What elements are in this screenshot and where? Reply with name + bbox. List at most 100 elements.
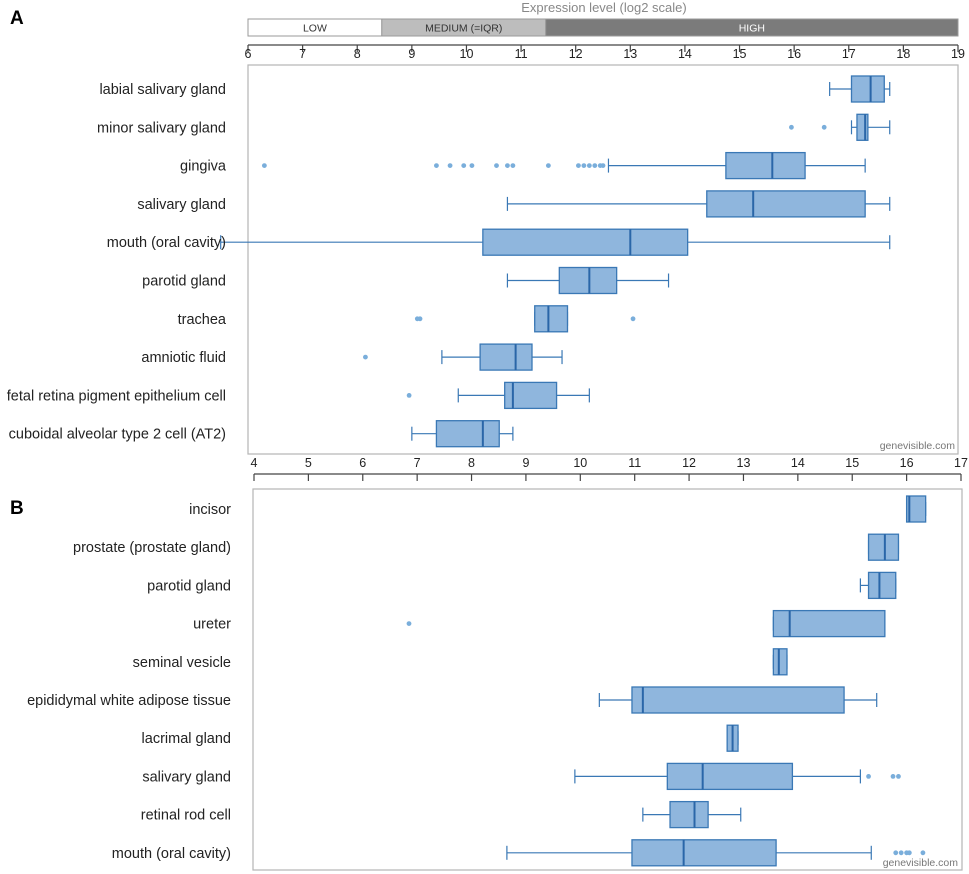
panel-a: A Expression level (log2 scale) LOW MEDIU… xyxy=(7,0,965,455)
x-tick-label: 6 xyxy=(359,456,366,470)
x-tick-label: 6 xyxy=(245,47,252,61)
outlier-point xyxy=(890,774,896,779)
outlier-point xyxy=(920,850,926,856)
outlier-point xyxy=(505,163,510,169)
x-tick-label: 4 xyxy=(251,456,258,470)
x-tick-label: 11 xyxy=(628,456,641,470)
panel-a-x-axis: 6 7 8 9 10 11 12 13 14 15 16 17 18 19 xyxy=(245,44,965,61)
category-label: fetal retina pigment epithelium cell xyxy=(7,388,226,404)
iqr-box xyxy=(558,266,618,295)
box-ureter xyxy=(406,609,886,638)
x-tick-label: 17 xyxy=(954,456,968,470)
box-mouth-oral-cavity xyxy=(220,228,891,256)
panel-b-plot-frame xyxy=(252,488,963,871)
x-tick-label: 13 xyxy=(737,456,751,470)
outlier-point xyxy=(893,850,899,856)
level-label: LOW xyxy=(303,23,327,35)
panel-b-x-axis: 4 5 6 7 8 9 10 11 12 13 14 15 16 17 xyxy=(251,456,968,481)
panel-a-watermark: genevisible.com xyxy=(880,440,956,452)
level-label: HIGH xyxy=(739,23,765,35)
panel-b: B 4 5 6 7 8 9 10 11 12 13 14 15 16 17 incisor prostate… xyxy=(10,456,968,871)
x-tick-label: 9 xyxy=(522,456,529,470)
box-labial-salivary-gland xyxy=(829,75,891,103)
outlier-point xyxy=(630,316,636,322)
panel-b-watermark: genevisible.com xyxy=(883,857,959,869)
outlier-point xyxy=(406,621,412,626)
box-salivary-gland xyxy=(574,762,901,791)
box-minor-salivary-gland xyxy=(789,113,891,141)
outlier-point xyxy=(821,124,827,130)
category-label: labial salivary gland xyxy=(99,82,226,98)
x-tick-label: 13 xyxy=(623,47,637,61)
box-prostate-prostate-gland xyxy=(867,533,900,561)
iqr-box xyxy=(631,839,777,867)
outlier-point xyxy=(896,774,901,779)
box-gingiva xyxy=(261,151,866,180)
iqr-box xyxy=(706,190,866,218)
iqr-box xyxy=(850,75,885,103)
x-tick-label: 10 xyxy=(460,47,474,61)
category-label: seminal vesicle xyxy=(133,655,231,671)
outlier-point xyxy=(261,163,267,169)
panel-b-letter: B xyxy=(10,498,24,519)
box-epididymal-white-adipose-tissue xyxy=(598,686,878,714)
x-tick-label: 18 xyxy=(896,47,910,61)
category-label: prostate (prostate gland) xyxy=(73,540,231,556)
x-tick-label: 8 xyxy=(354,47,361,61)
x-tick-label: 17 xyxy=(842,47,856,61)
category-label: salivary gland xyxy=(142,769,231,785)
x-tick-label: 5 xyxy=(305,456,312,470)
x-tick-label: 12 xyxy=(569,47,583,61)
x-tick-label: 19 xyxy=(951,47,965,61)
category-label: mouth (oral cavity) xyxy=(107,235,226,251)
iqr-box xyxy=(435,420,500,448)
panel-a-category-labels: labial salivary gland minor salivary glan… xyxy=(7,82,227,443)
iqr-box xyxy=(669,800,709,829)
category-label: cuboidal alveolar type 2 cell (AT2) xyxy=(9,427,226,443)
category-label: parotid gland xyxy=(142,274,226,290)
outlier-point xyxy=(417,316,423,322)
category-label: minor salivary gland xyxy=(97,120,226,136)
category-label: epididymal white adipose tissue xyxy=(27,693,231,709)
outlier-point xyxy=(906,850,912,856)
x-tick-label: 8 xyxy=(468,456,475,470)
axis-title: Expression level (log2 scale) xyxy=(521,0,686,15)
category-label: salivary gland xyxy=(137,197,226,213)
panel-a-letter: A xyxy=(10,8,24,29)
outlier-point xyxy=(545,163,551,169)
outlier-point xyxy=(576,163,581,169)
box-parotid-gland xyxy=(859,571,897,600)
outlier-point xyxy=(461,163,467,169)
box-fetal-retina-pigment-epithelium-cell xyxy=(406,381,590,410)
box-mouth-oral-cavity xyxy=(506,839,926,867)
outlier-point xyxy=(581,163,587,169)
category-label: ureter xyxy=(193,617,231,633)
box-incisor xyxy=(905,495,927,523)
category-label: lacrimal gland xyxy=(142,731,231,747)
x-tick-label: 11 xyxy=(515,47,528,61)
level-label: MEDIUM (=IQR) xyxy=(425,23,502,35)
outlier-point xyxy=(494,163,499,169)
x-tick-label: 14 xyxy=(791,456,805,470)
iqr-box xyxy=(631,686,845,714)
category-label: mouth (oral cavity) xyxy=(112,846,231,862)
iqr-box xyxy=(479,343,533,371)
x-tick-label: 9 xyxy=(408,47,415,61)
outlier-point xyxy=(600,163,606,169)
x-tick-label: 15 xyxy=(733,47,747,61)
iqr-box xyxy=(772,609,886,638)
box-cuboidal-alveolar-type-2-cell-at2 xyxy=(411,420,514,448)
x-tick-label: 12 xyxy=(682,456,696,470)
outlier-point xyxy=(592,163,598,169)
outlier-point xyxy=(434,163,439,169)
x-tick-label: 16 xyxy=(900,456,914,470)
box-seminal-vesicle xyxy=(772,648,788,676)
category-label: parotid gland xyxy=(147,578,231,594)
outlier-point xyxy=(789,124,794,130)
x-tick-label: 7 xyxy=(299,47,306,61)
iqr-box xyxy=(772,648,788,676)
outlier-point xyxy=(510,163,516,169)
panel-a-boxes xyxy=(220,75,891,448)
iqr-box xyxy=(905,495,927,523)
category-label: amniotic fluid xyxy=(141,350,226,366)
